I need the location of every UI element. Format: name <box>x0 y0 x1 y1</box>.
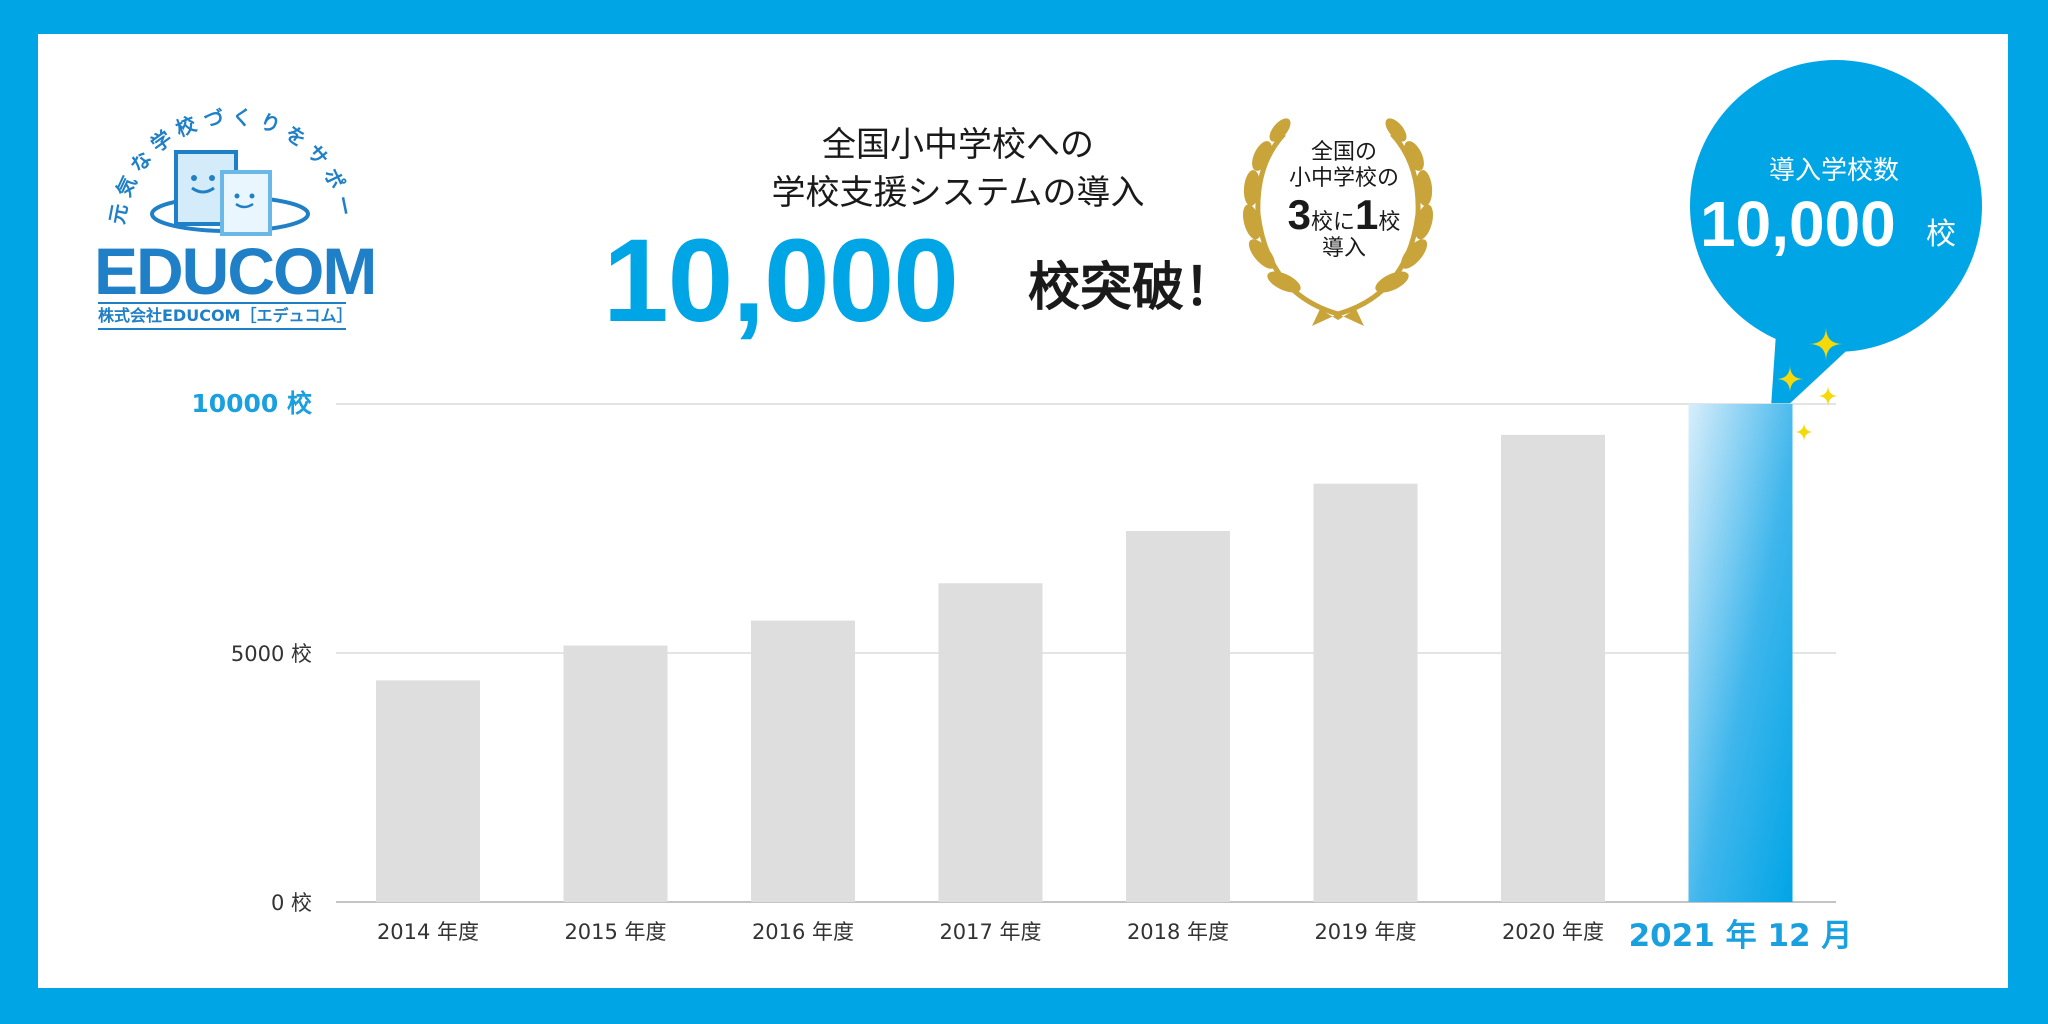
sparkles <box>1776 327 1843 442</box>
bubble-caption: 導入学校数 <box>1768 156 1899 186</box>
bar-highlight <box>1688 404 1793 902</box>
bubble-number: 10,000 <box>1700 188 1896 260</box>
headline-line-2: 学校支援システムの導入 <box>771 173 1145 213</box>
laurel-wreath-icon <box>1242 118 1434 326</box>
badge-line-4: 導入 <box>1321 236 1366 261</box>
headline-big-number: 10,000 <box>603 215 959 347</box>
card: 元気な学校づくりをサポート EDUCOM 株式会社EDUCOM［エデュコム］ 全… <box>38 34 2008 988</box>
badge-unit-b: 校 <box>1378 210 1401 235</box>
x-tick-label: 2019 年度 <box>1314 920 1416 944</box>
badge-count-b: 1 <box>1355 191 1379 238</box>
x-tick-label: 2014 年度 <box>377 920 479 944</box>
sparkle-icon <box>1817 385 1839 407</box>
badge-count-a: 3 <box>1287 191 1311 238</box>
badge-line-1: 全国の <box>1310 140 1377 165</box>
badge-ratio: 3校に1校 <box>1260 194 1428 236</box>
grid-lines <box>336 403 1836 903</box>
x-tick-label: 2017 年度 <box>939 920 1041 944</box>
bar <box>1501 434 1605 902</box>
bar <box>1313 483 1418 902</box>
x-tick-label: 2020 年度 <box>1502 920 1604 944</box>
x-tick-label: 2018 年度 <box>1127 920 1229 944</box>
logo-company-name: 株式会社EDUCOM［エデュコム］ <box>98 302 352 330</box>
bar <box>563 645 668 902</box>
sparkle-icon <box>1794 422 1814 442</box>
bar <box>938 583 1043 902</box>
y-tick-label: 0 校 <box>271 891 312 915</box>
x-tick-label: 2021 年 12 月 <box>1629 918 1853 954</box>
x-axis-ticks: 2014 年度 2015 年度 2016 年度 2017 年度 2018 年度 2019 … <box>377 918 1852 954</box>
headline-suffix: 校突破！ <box>1028 258 1237 318</box>
bars <box>376 404 1793 902</box>
speech-bubble <box>1690 60 1982 422</box>
badge-line-2: 小中学校の <box>1288 166 1399 191</box>
bubble-unit: 校 <box>1926 217 1956 252</box>
logo-wordmark: EDUCOM <box>94 234 377 308</box>
bar <box>751 620 855 902</box>
sparkle-icon <box>1776 365 1804 393</box>
headline-line-1: 全国小中学校への <box>822 125 1094 165</box>
y-axis-ticks: 0 校 5000 校 10000 校 <box>191 389 313 915</box>
y-tick-label: 5000 校 <box>231 642 312 666</box>
sparkle-icon <box>1809 327 1843 361</box>
bar <box>376 680 480 902</box>
y-tick-label: 10000 校 <box>191 389 313 418</box>
logo-emblem-icon: 元気な学校づくりをサポート <box>72 54 352 236</box>
x-tick-label: 2016 年度 <box>752 920 854 944</box>
badge-unit-a: 校に <box>1310 210 1355 235</box>
bar <box>1126 530 1230 902</box>
x-tick-label: 2015 年度 <box>564 920 666 944</box>
